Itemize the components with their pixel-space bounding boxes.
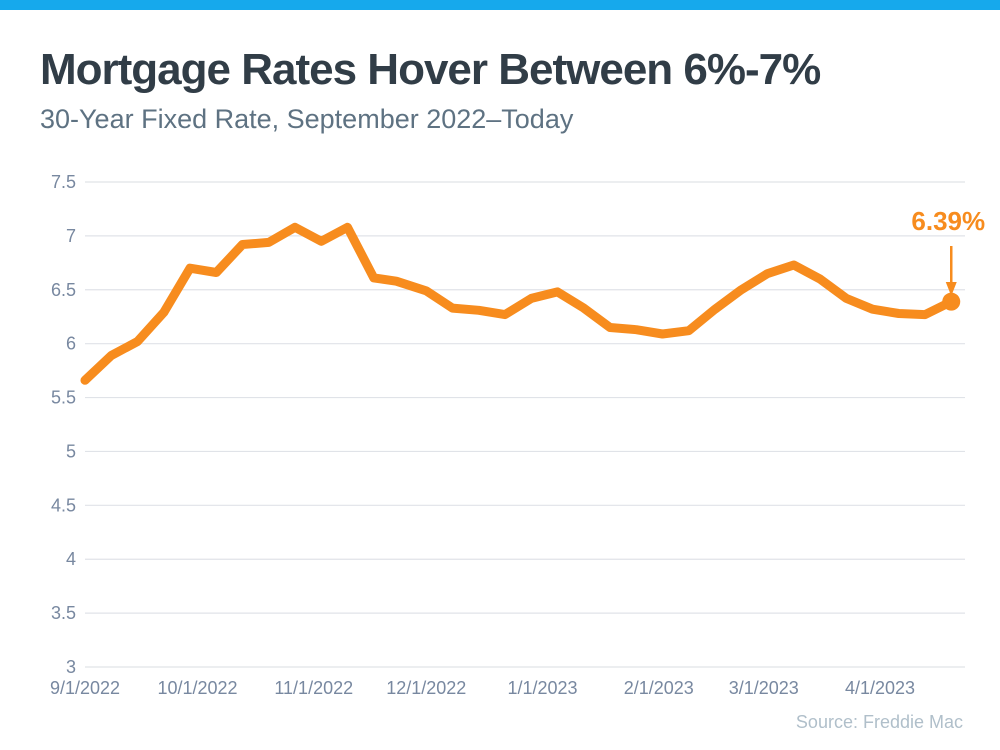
y-axis-tick-label: 4.5: [51, 495, 76, 515]
y-axis-tick-label: 7.5: [51, 172, 76, 192]
y-axis-tick-label: 4: [66, 549, 76, 569]
x-axis-tick-label: 2/1/2023: [624, 678, 694, 698]
chart-title: Mortgage Rates Hover Between 6%-7%: [40, 45, 821, 94]
x-axis-tick-label: 11/1/2022: [274, 678, 353, 698]
rate-line: [80, 222, 956, 385]
x-axis-tick-label: 12/1/2022: [386, 678, 466, 698]
x-axis-tick-label: 10/1/2022: [157, 678, 237, 698]
y-axis-tick-label: 6.5: [51, 280, 76, 300]
latest-point-marker: [942, 292, 961, 311]
y-axis-tick-label: 6: [66, 334, 76, 354]
chart-subtitle: 30-Year Fixed Rate, September 2022–Today: [40, 104, 574, 134]
y-axis-tick-label: 5.5: [51, 388, 76, 408]
y-axis-tick-label: 5: [66, 441, 76, 461]
y-axis-tick-label: 7: [66, 226, 76, 246]
x-axis-tick-label: 3/1/2023: [729, 678, 799, 698]
latest-rate-callout: 6.39%: [911, 206, 986, 236]
x-axis-tick-label: 1/1/2023: [507, 678, 577, 698]
source-caption: Source: Freddie Mac: [795, 712, 963, 732]
annotation-arrow-head: [945, 282, 957, 296]
y-axis-tick-label: 3: [66, 657, 76, 677]
x-axis-tick-label: 4/1/2023: [845, 678, 915, 698]
top-accent-bar: [0, 0, 1000, 10]
x-axis-tick-label: 9/1/2022: [50, 678, 120, 698]
y-axis-tick-label: 3.5: [51, 603, 76, 623]
